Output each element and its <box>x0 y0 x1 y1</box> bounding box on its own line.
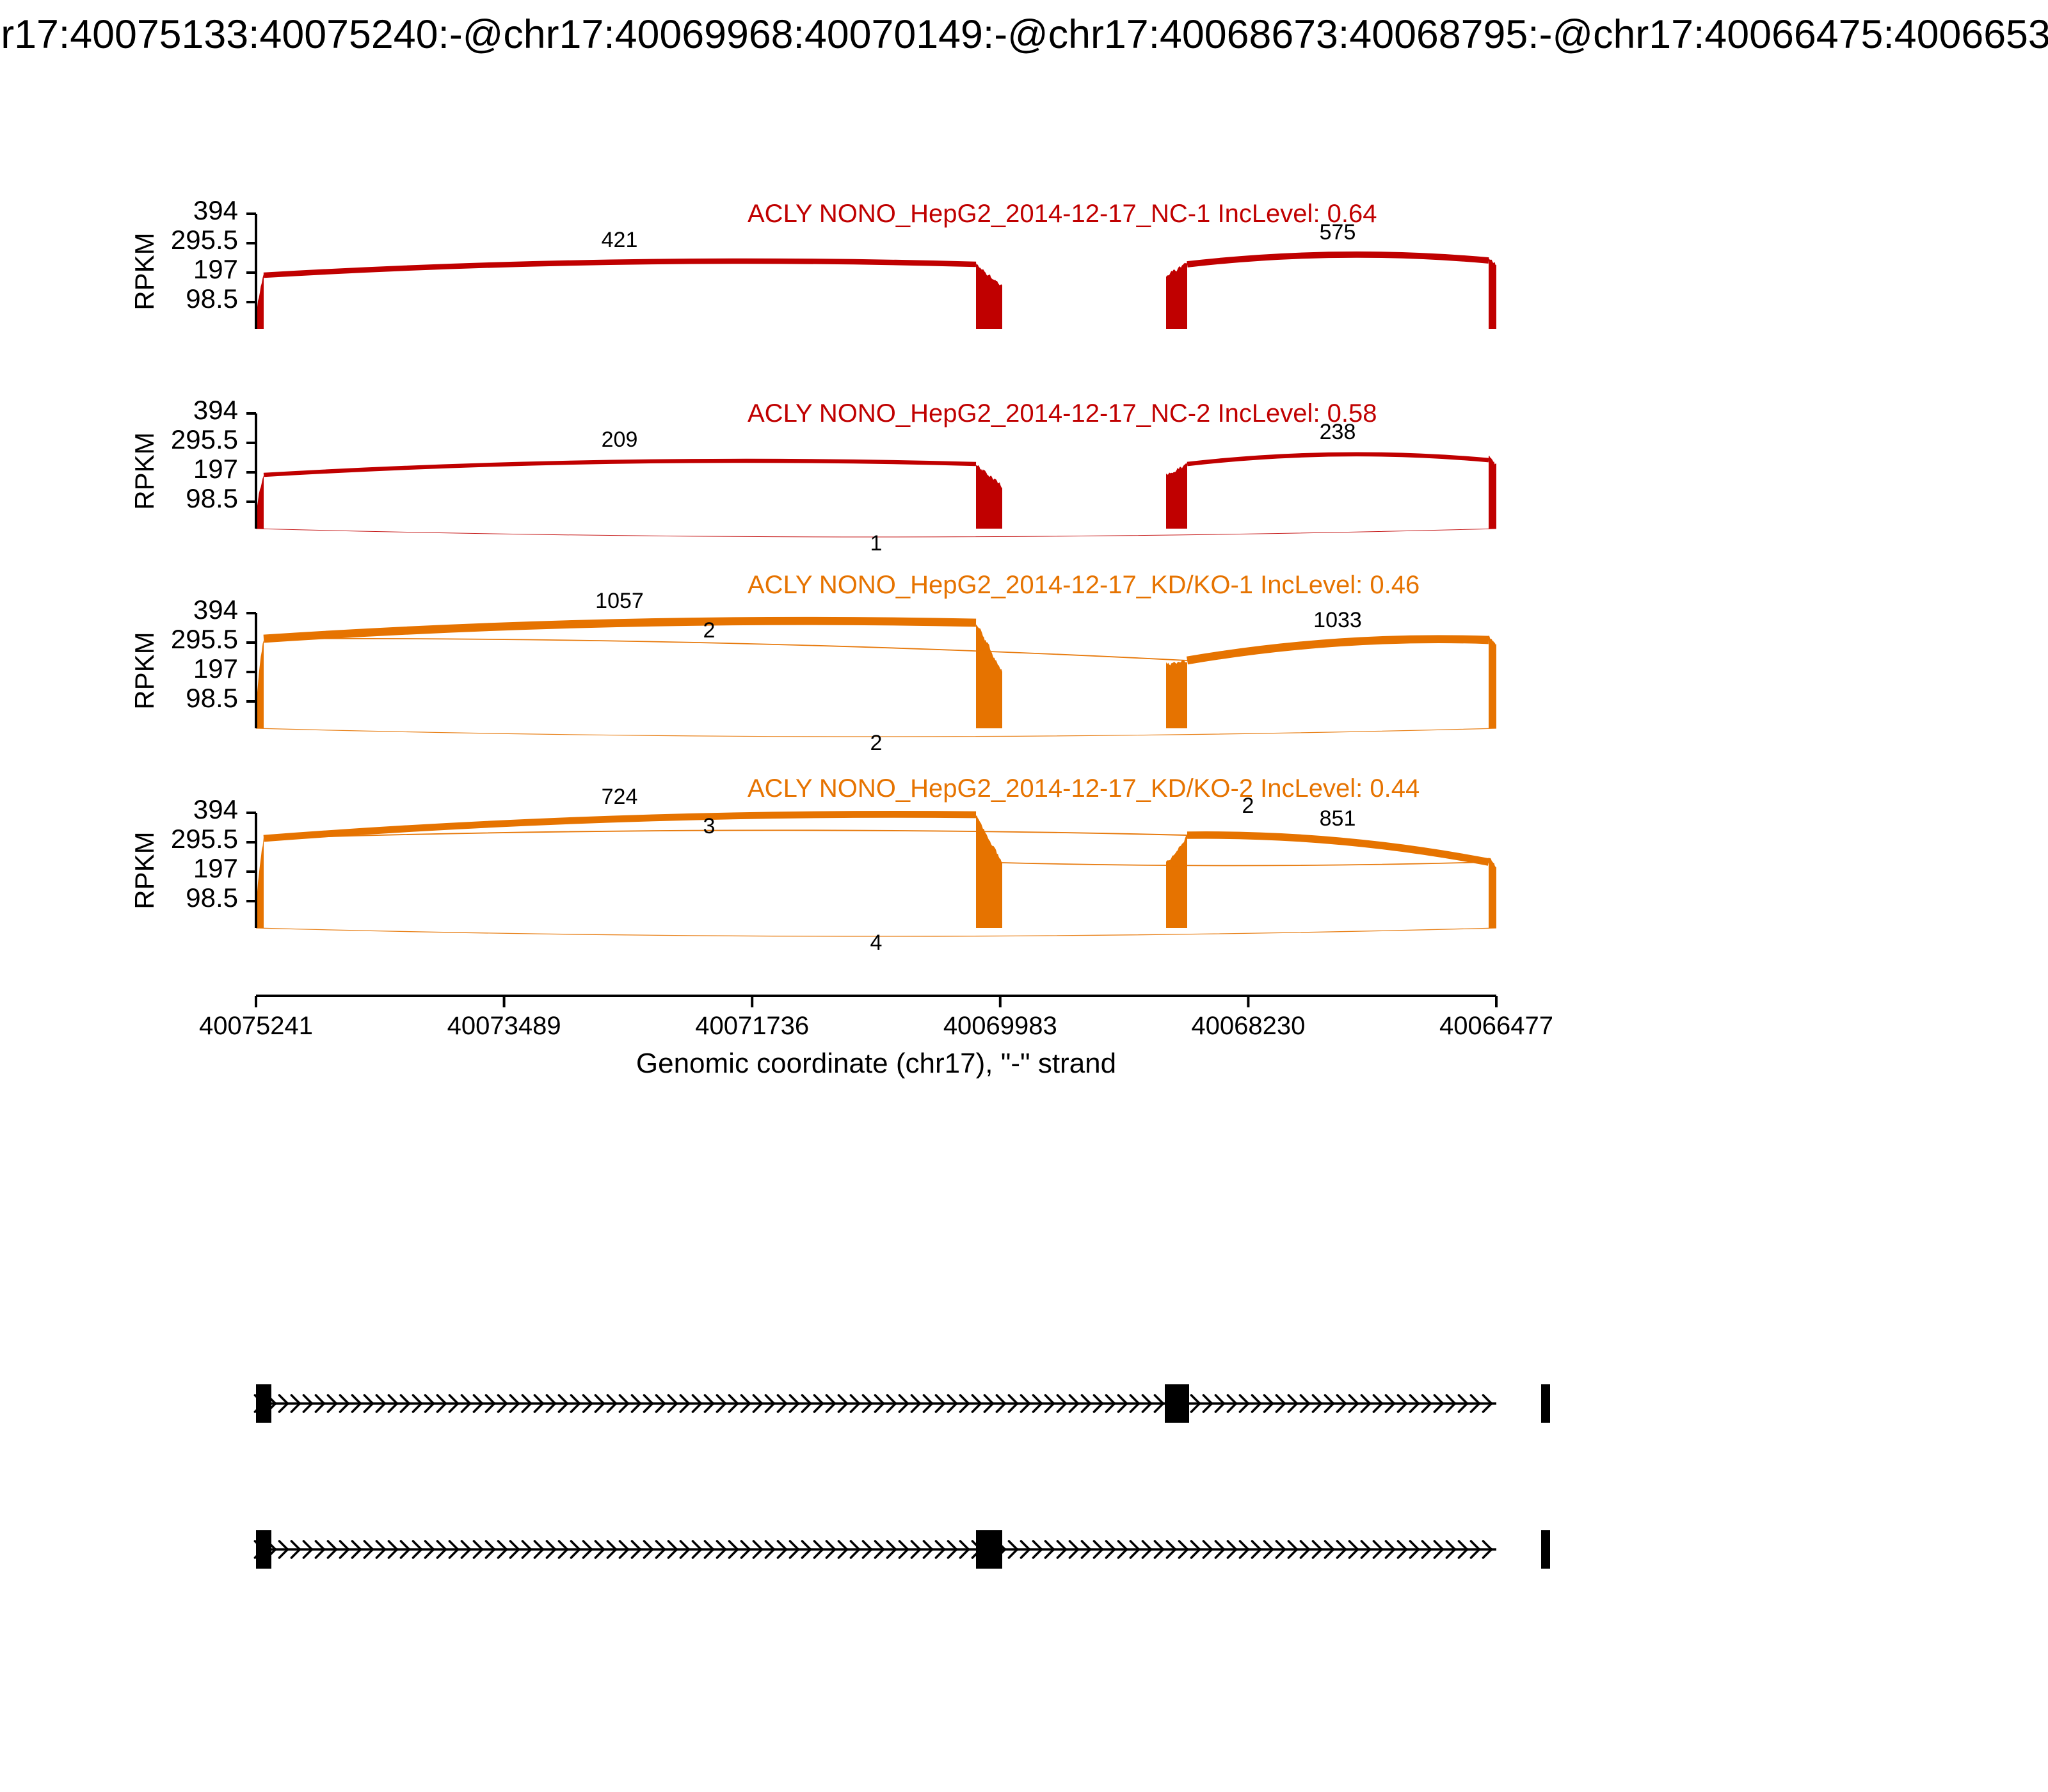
svg-text:394: 394 <box>193 595 238 625</box>
svg-text:295.5: 295.5 <box>171 624 238 654</box>
svg-text:295.5: 295.5 <box>171 424 238 454</box>
svg-text:2: 2 <box>870 731 883 755</box>
svg-text:197: 197 <box>193 454 238 484</box>
svg-text:RPKM: RPKM <box>129 831 159 909</box>
svg-text:3: 3 <box>703 814 716 838</box>
svg-text:394: 394 <box>193 195 238 225</box>
svg-text:RPKM: RPKM <box>129 232 159 310</box>
svg-text:295.5: 295.5 <box>171 824 238 854</box>
svg-text:RPKM: RPKM <box>129 632 159 709</box>
svg-text:197: 197 <box>193 254 238 284</box>
svg-text:40075241: 40075241 <box>199 1012 313 1040</box>
svg-text:ACLY NONO_HepG2_2014-12-17_KD/: ACLY NONO_HepG2_2014-12-17_KD/KO-2 IncLe… <box>748 774 1420 803</box>
svg-text:ACLY NONO_HepG2_2014-12-17_NC-: ACLY NONO_HepG2_2014-12-17_NC-1 IncLevel… <box>748 200 1377 228</box>
svg-text:40066477: 40066477 <box>1439 1012 1553 1040</box>
svg-text:1057: 1057 <box>595 589 644 613</box>
svg-text:394: 394 <box>193 794 238 824</box>
svg-text:1033: 1033 <box>1313 608 1362 632</box>
svg-text:724: 724 <box>602 785 638 809</box>
svg-text:40068230: 40068230 <box>1191 1012 1305 1040</box>
svg-text:40071736: 40071736 <box>695 1012 809 1040</box>
svg-text:295.5: 295.5 <box>171 225 238 255</box>
svg-text:1: 1 <box>870 531 883 556</box>
svg-text:RPKM: RPKM <box>129 432 159 509</box>
svg-text:chr17:40075133:40075240:-@chr1: chr17:40075133:40075240:-@chr17:40069968… <box>0 12 2048 57</box>
svg-text:98.5: 98.5 <box>186 483 238 513</box>
svg-text:209: 209 <box>602 428 638 452</box>
svg-text:197: 197 <box>193 653 238 684</box>
svg-text:Genomic coordinate (chr17), "-: Genomic coordinate (chr17), "-" strand <box>636 1048 1116 1079</box>
svg-text:2: 2 <box>703 618 716 643</box>
svg-text:98.5: 98.5 <box>186 683 238 713</box>
svg-text:40069983: 40069983 <box>943 1012 1057 1040</box>
svg-text:98.5: 98.5 <box>186 284 238 314</box>
svg-text:851: 851 <box>1320 806 1356 831</box>
svg-text:394: 394 <box>193 395 238 425</box>
svg-text:4: 4 <box>870 931 883 955</box>
svg-text:40073489: 40073489 <box>447 1012 561 1040</box>
svg-text:197: 197 <box>193 853 238 883</box>
svg-text:ACLY NONO_HepG2_2014-12-17_NC-: ACLY NONO_HepG2_2014-12-17_NC-2 IncLevel… <box>748 399 1377 428</box>
svg-text:421: 421 <box>602 228 638 252</box>
svg-text:98.5: 98.5 <box>186 883 238 913</box>
svg-text:ACLY NONO_HepG2_2014-12-17_KD/: ACLY NONO_HepG2_2014-12-17_KD/KO-1 IncLe… <box>748 571 1420 599</box>
